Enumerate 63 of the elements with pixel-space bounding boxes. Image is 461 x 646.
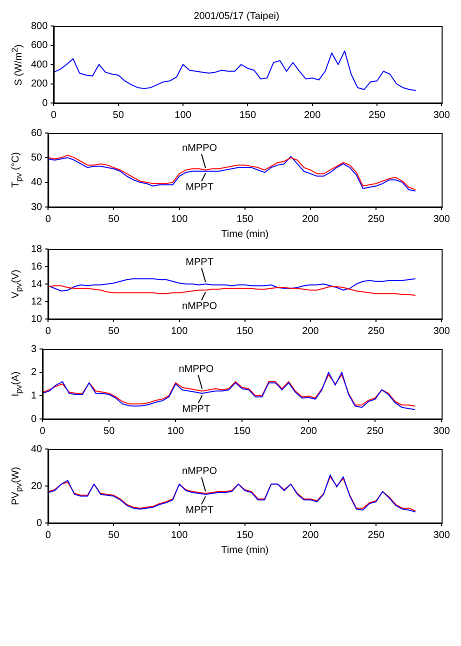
series-label: nMPPO: [182, 300, 218, 312]
x-tick-label: 100: [174, 110, 192, 121]
x-tick-label: 250: [368, 110, 386, 121]
y-tick-label: 200: [30, 78, 48, 90]
y-tick-label: 40: [31, 444, 43, 455]
y-tick-label: 16: [31, 261, 43, 272]
x-tick-label: 200: [302, 530, 320, 541]
x-tick-label: 250: [368, 214, 385, 225]
y-tick-label: 40: [31, 177, 43, 188]
x-tick-label: 100: [170, 326, 188, 337]
x-tick-label: 50: [108, 530, 120, 541]
y-tick-label: 3: [31, 344, 37, 355]
x-axis-title: Time (min): [221, 544, 269, 556]
x-tick-label: 200: [300, 426, 318, 437]
series-label: nMPPO: [178, 364, 214, 375]
y-tick-label: 0: [42, 98, 48, 109]
series-label: MPPT: [182, 404, 210, 416]
x-tick-label: 200: [302, 326, 320, 337]
x-tick-label: 300: [433, 426, 450, 437]
series-label: nMPPO: [182, 466, 218, 478]
x-tick-label: 50: [108, 214, 120, 225]
y-tick-label: 30: [31, 202, 43, 213]
y-tick-label: 0: [31, 414, 37, 425]
y-tick-label: 20: [31, 480, 43, 492]
x-tick-label: 100: [170, 214, 188, 225]
series-label: MPPT: [186, 505, 214, 516]
x-tick-label: 150: [236, 214, 254, 225]
y-tick-label: 400: [30, 59, 48, 70]
x-tick-label: 250: [368, 530, 385, 541]
chart-title: 2001/05/17 (Taipei): [194, 10, 280, 22]
x-tick-label: 100: [170, 530, 188, 541]
y-tick-label: 60: [31, 128, 43, 139]
y-tick-label: 18: [31, 244, 43, 255]
x-tick-label: 150: [236, 326, 254, 337]
y-tick-label: 800: [30, 20, 48, 32]
series-label: nMPPO: [182, 142, 218, 154]
series-label: MPPT: [186, 256, 214, 268]
x-tick-label: 150: [234, 426, 251, 437]
x-tick-label: 100: [167, 426, 184, 437]
y-tick-label: 2: [31, 367, 37, 378]
y-tick-label: 50: [31, 152, 43, 164]
y-tick-label: 0: [36, 518, 43, 529]
x-tick-label: 300: [433, 214, 450, 225]
y-tick-label: 1: [31, 390, 37, 402]
y-tick-label: 600: [30, 40, 48, 51]
y-tick-label: 12: [31, 296, 43, 308]
x-tick-label: 300: [433, 326, 450, 337]
x-tick-label: 300: [433, 530, 450, 541]
x-tick-label: 50: [104, 426, 116, 437]
x-tick-label: 200: [302, 214, 320, 225]
x-tick-label: 50: [112, 110, 124, 121]
x-tick-label: 150: [236, 530, 254, 541]
x-tick-label: 0: [50, 110, 57, 121]
x-tick-label: 50: [108, 326, 120, 337]
x-tick-label: 150: [239, 110, 256, 121]
x-tick-label: 250: [366, 426, 384, 437]
y-tick-label: 10: [31, 314, 43, 325]
x-tick-label: 200: [304, 110, 322, 121]
x-tick-label: 250: [368, 326, 385, 337]
x-tick-label: 300: [433, 110, 450, 121]
y-tick-label: 14: [31, 278, 43, 290]
x-axis-title: Time (min): [221, 228, 269, 240]
series-label: MPPT: [186, 182, 214, 193]
